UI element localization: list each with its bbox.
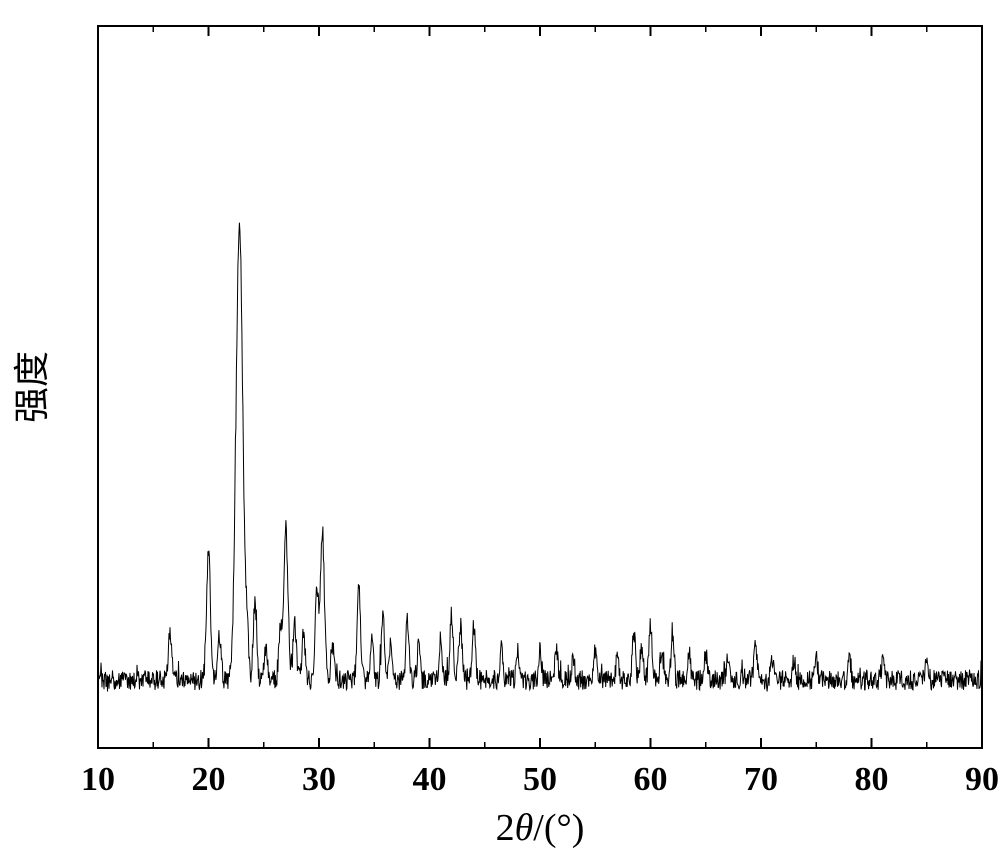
chart-svg: 10 20 30 40 50 60 70 80 90 2θ/(°) 强度 xyxy=(0,0,1000,862)
x-tick-label: 30 xyxy=(302,761,336,798)
xrd-chart: 10 20 30 40 50 60 70 80 90 2θ/(°) 强度 xyxy=(0,0,1000,862)
x-tick-label: 60 xyxy=(634,761,668,798)
x-tick-label: 70 xyxy=(744,761,778,798)
x-tick-label: 10 xyxy=(81,761,115,798)
x-tick-label: 40 xyxy=(413,761,447,798)
x-tick-label: 90 xyxy=(965,761,999,798)
x-axis-label: 2θ/(°) xyxy=(496,807,585,849)
y-axis-label: 强度 xyxy=(12,351,52,423)
x-tick-label: 80 xyxy=(855,761,889,798)
x-tick-label: 50 xyxy=(523,761,557,798)
x-tick-label: 20 xyxy=(192,761,226,798)
